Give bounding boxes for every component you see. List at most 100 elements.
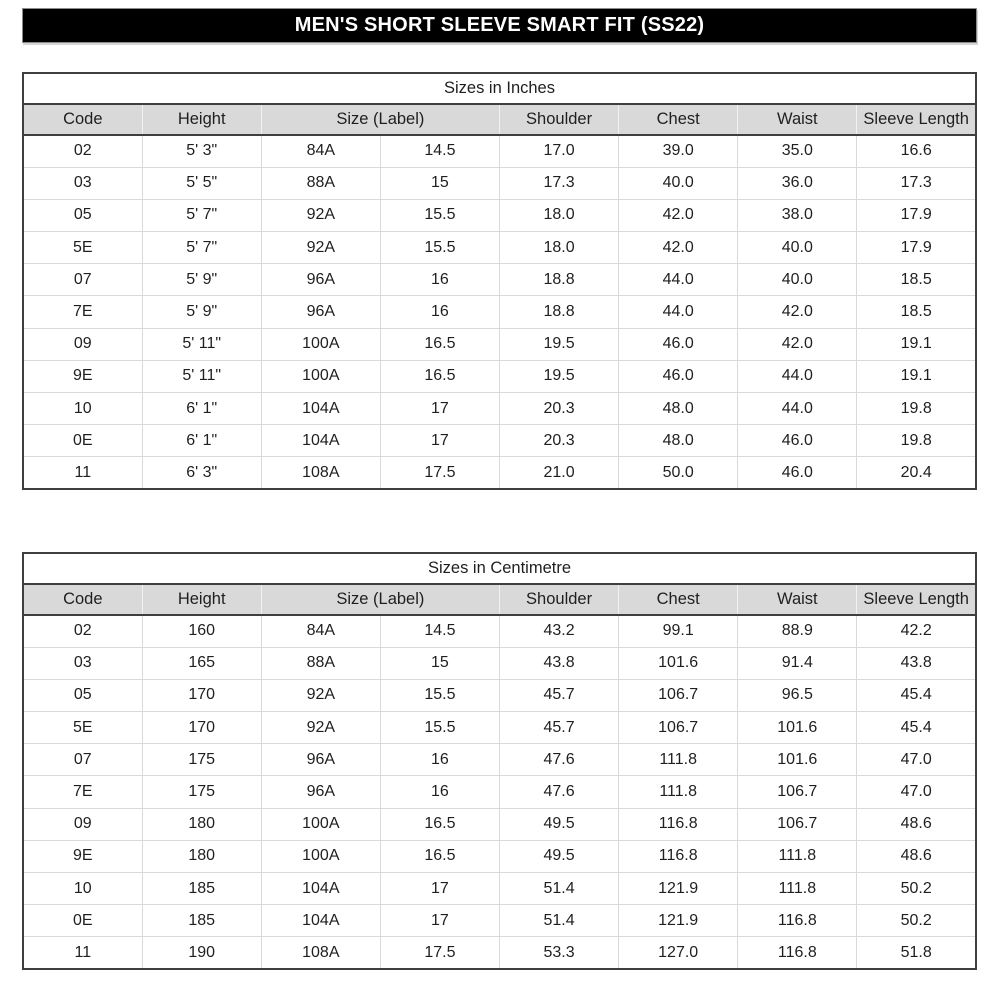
column-header-size-label: Size (Label) [260, 103, 500, 136]
cell-size-label: 108A [260, 456, 381, 490]
cell-shoulder: 20.3 [498, 391, 620, 426]
cell-size-value: 15 [379, 166, 501, 200]
table-row: 03 5' 5" 88A 15 17.3 40.0 36.0 17.3 [22, 166, 977, 200]
cell-size-value: 17 [379, 391, 501, 426]
cell-size-label: 92A [260, 231, 381, 265]
cell-waist: 44.0 [737, 391, 858, 426]
cell-size-label: 92A [260, 678, 381, 713]
cell-code: 7E [22, 775, 143, 809]
cell-height: 5' 9" [141, 295, 262, 329]
cell-waist: 40.0 [737, 263, 858, 297]
cell-waist: 106.7 [737, 775, 858, 809]
cell-sleeve-length: 45.4 [856, 678, 977, 713]
cell-size-value: 14.5 [379, 614, 501, 648]
column-header-size-label: Size (Label) [260, 583, 500, 616]
cell-waist: 111.8 [737, 871, 858, 906]
cell-chest: 127.0 [618, 936, 739, 970]
cell-chest: 121.9 [618, 871, 739, 906]
cell-chest: 46.0 [618, 327, 739, 361]
cell-code: 10 [22, 871, 143, 906]
table-caption: Sizes in Inches [23, 73, 976, 104]
cell-code: 07 [22, 743, 143, 777]
table-caption-row: Sizes in Centimetre [23, 553, 976, 584]
cell-chest: 116.8 [618, 807, 739, 841]
cell-sleeve-length: 47.0 [856, 743, 977, 777]
cell-chest: 48.0 [618, 424, 739, 458]
column-header-chest: Chest [618, 103, 738, 136]
cell-sleeve-length: 48.6 [856, 807, 977, 841]
cell-size-label: 104A [260, 424, 381, 458]
cell-code: 9E [22, 839, 143, 874]
cell-size-value: 15.5 [379, 678, 501, 713]
cell-shoulder: 43.2 [498, 614, 620, 648]
cell-chest: 99.1 [618, 614, 739, 648]
cell-sleeve-length: 19.8 [856, 424, 977, 458]
cell-height: 5' 7" [141, 231, 262, 265]
cell-code: 11 [22, 936, 143, 970]
cell-code: 9E [22, 359, 143, 394]
cell-height: 6' 1" [141, 424, 262, 458]
cell-sleeve-length: 45.4 [856, 711, 977, 745]
table-row: 09 5' 11" 100A 16.5 19.5 46.0 42.0 19.1 [22, 327, 977, 361]
cell-sleeve-length: 19.1 [856, 359, 977, 394]
cell-waist: 44.0 [737, 359, 858, 394]
cell-size-label: 100A [260, 327, 381, 361]
cell-shoulder: 51.4 [498, 871, 620, 906]
cell-shoulder: 21.0 [498, 456, 620, 490]
cell-height: 5' 3" [141, 134, 262, 168]
cell-sleeve-length: 43.8 [856, 646, 977, 680]
cell-shoulder: 17.3 [498, 166, 620, 200]
cell-sleeve-length: 51.8 [856, 936, 977, 970]
cell-code: 7E [22, 295, 143, 329]
cell-chest: 106.7 [618, 678, 739, 713]
cell-sleeve-length: 16.6 [856, 134, 977, 168]
cell-height: 160 [141, 614, 262, 648]
cell-size-value: 17.5 [379, 456, 501, 490]
column-header-height: Height [141, 583, 262, 616]
column-header-waist: Waist [737, 583, 857, 616]
cell-shoulder: 47.6 [498, 743, 620, 777]
cell-waist: 40.0 [737, 231, 858, 265]
cell-height: 170 [141, 711, 262, 745]
cell-size-value: 14.5 [379, 134, 501, 168]
cell-chest: 42.0 [618, 198, 739, 233]
cell-size-value: 16.5 [379, 807, 501, 841]
cell-size-value: 15 [379, 646, 501, 680]
cell-height: 175 [141, 743, 262, 777]
cell-code: 05 [22, 678, 143, 713]
table-row: 05 5' 7" 92A 15.5 18.0 42.0 38.0 17.9 [22, 198, 977, 233]
cell-waist: 116.8 [737, 904, 858, 938]
cell-sleeve-length: 20.4 [856, 456, 977, 490]
cell-waist: 96.5 [737, 678, 858, 713]
column-header-chest: Chest [618, 583, 738, 616]
cell-size-label: 96A [260, 295, 381, 329]
cell-size-label: 96A [260, 263, 381, 297]
cell-sleeve-length: 50.2 [856, 904, 977, 938]
table-row: 07 175 96A 16 47.6 111.8 101.6 47.0 [22, 743, 977, 777]
cell-size-label: 84A [260, 614, 381, 648]
table-row: 5E 170 92A 15.5 45.7 106.7 101.6 45.4 [22, 711, 977, 745]
cell-code: 09 [22, 807, 143, 841]
size-table-inches: Sizes in Inches Code Height Size (Label)… [22, 72, 977, 491]
table-header-row: Code Height Size (Label) Shoulder Chest … [23, 583, 976, 616]
cell-height: 175 [141, 775, 262, 809]
cell-sleeve-length: 50.2 [856, 871, 977, 906]
cell-size-label: 84A [260, 134, 381, 168]
cell-waist: 106.7 [737, 807, 858, 841]
cell-size-value: 16 [379, 775, 501, 809]
cell-shoulder: 53.3 [498, 936, 620, 970]
cell-waist: 46.0 [737, 456, 858, 490]
cell-height: 5' 5" [141, 166, 262, 200]
cell-height: 6' 3" [141, 456, 262, 490]
cell-chest: 46.0 [618, 359, 739, 394]
cell-size-value: 15.5 [379, 231, 501, 265]
column-header-waist: Waist [737, 103, 857, 136]
column-header-sleeve-length: Sleeve Length [856, 583, 976, 616]
cell-code: 03 [22, 166, 143, 200]
cell-code: 5E [22, 231, 143, 265]
cell-shoulder: 17.0 [498, 134, 620, 168]
cell-chest: 106.7 [618, 711, 739, 745]
cell-code: 02 [22, 134, 143, 168]
cell-shoulder: 18.0 [498, 231, 620, 265]
